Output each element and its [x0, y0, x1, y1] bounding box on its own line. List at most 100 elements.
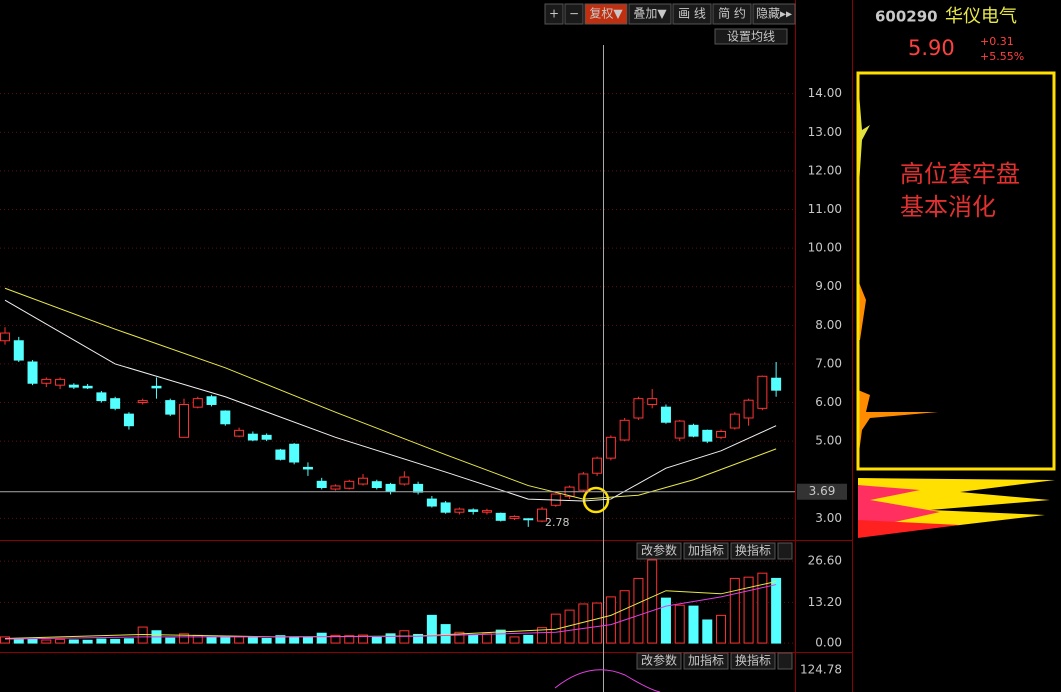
panel-button[interactable] — [730, 542, 776, 560]
candle-body — [316, 480, 327, 488]
toolbar-label[interactable]: − — [569, 7, 579, 21]
candle-body — [275, 449, 286, 460]
stock-code: 600290 — [875, 8, 938, 26]
low-label: 2.78 — [545, 516, 570, 529]
panel-button[interactable] — [683, 652, 729, 670]
ma-line — [4, 584, 777, 640]
panel-button[interactable] — [683, 542, 729, 560]
volume-bar — [82, 639, 93, 644]
volume-bar — [523, 634, 534, 644]
close-button[interactable] — [777, 542, 793, 560]
volume-bar — [179, 633, 190, 644]
volume-bar — [413, 633, 424, 644]
panel-button-label[interactable]: 加指标 — [688, 543, 724, 558]
volume-bar — [716, 614, 727, 644]
toolbar-label[interactable]: 复权▼ — [589, 7, 623, 21]
candle-body — [206, 396, 217, 405]
toolbar-button[interactable] — [544, 3, 564, 25]
volume-bar — [633, 577, 644, 644]
volume-bar — [330, 634, 341, 644]
candle-body — [261, 434, 272, 440]
candle-body — [523, 518, 534, 521]
candle-body — [619, 419, 630, 441]
ma-setting[interactable]: 设置均线 — [727, 30, 775, 44]
candle-body — [330, 485, 341, 490]
candle-body — [358, 477, 369, 485]
candle-body — [179, 403, 190, 438]
candle-body — [234, 429, 245, 437]
y-tick-label: 26.60 — [808, 554, 842, 568]
candle-body — [55, 378, 66, 386]
candle-body — [151, 385, 162, 389]
last-price-label: 3.69 — [809, 484, 836, 498]
candle-body — [371, 481, 382, 488]
candle-body — [509, 515, 520, 519]
volume-bar — [289, 636, 300, 644]
toolbar-button[interactable] — [584, 3, 628, 25]
ma-button[interactable] — [714, 28, 788, 45]
volume-bar — [440, 624, 451, 644]
toolbar-label[interactable]: + — [549, 7, 559, 21]
y-tick-label: 10.00 — [808, 241, 842, 255]
volume-bar — [358, 634, 369, 644]
candle-body — [41, 378, 52, 384]
candle-body — [481, 510, 492, 513]
volume-bar — [647, 559, 658, 644]
candle-body — [688, 424, 699, 437]
y-tick-label: 8.00 — [815, 318, 842, 332]
candle-body — [123, 413, 134, 427]
candle-body — [743, 399, 754, 419]
panel-button[interactable] — [636, 652, 682, 670]
volume-bar — [743, 576, 754, 644]
y-tick-label: 9.00 — [815, 279, 842, 293]
volume-bar — [688, 605, 699, 644]
volume-bar — [123, 638, 134, 644]
candle-body — [716, 430, 727, 438]
panel-button-label[interactable]: 换指标 — [735, 653, 771, 668]
toolbar-label[interactable]: 画 线 — [678, 7, 706, 21]
y-tick-label: 12.00 — [808, 163, 842, 177]
panel-button-label[interactable]: 改参数 — [641, 653, 677, 668]
volume-bar — [729, 577, 740, 644]
volume-bar — [137, 626, 148, 644]
toolbar-label[interactable]: 简 约 — [718, 6, 746, 21]
toolbar-button[interactable] — [712, 3, 752, 25]
stock-name: 华仪电气 — [945, 6, 1017, 27]
close-button[interactable] — [777, 652, 793, 670]
panel-button-label[interactable]: 改参数 — [641, 543, 677, 558]
toolbar-button[interactable] — [752, 3, 796, 25]
volume-bar — [261, 637, 272, 644]
panel-button[interactable] — [730, 652, 776, 670]
y-tick-label: 0.00 — [815, 636, 842, 650]
volume-bar — [537, 627, 548, 644]
toolbar-button[interactable] — [564, 3, 584, 25]
chip-distribution — [858, 80, 1055, 538]
candle-body — [13, 340, 24, 361]
volume-bar — [509, 636, 520, 644]
y-tick-label: 6.00 — [815, 395, 842, 409]
y-tick-label: 5.00 — [815, 434, 842, 448]
y-tick-label: 7.00 — [815, 356, 842, 370]
volume-bar — [0, 636, 10, 644]
volume-bar — [344, 635, 355, 644]
panel-button[interactable] — [636, 542, 682, 560]
candle-body — [454, 508, 465, 513]
volume-bar — [481, 633, 492, 644]
panel-button-label[interactable]: 加指标 — [688, 653, 724, 668]
panel-button-label[interactable]: 换指标 — [735, 543, 771, 558]
volume-bar — [68, 639, 79, 644]
candle-body — [757, 375, 768, 409]
toolbar-button[interactable] — [672, 3, 712, 25]
volume-bar — [234, 636, 245, 644]
toolbar-label[interactable]: 叠加▼ — [633, 7, 667, 21]
y-tick-label: 124.78 — [800, 663, 842, 677]
volume-bar — [55, 638, 66, 644]
candle-body — [771, 377, 782, 391]
toolbar-label[interactable]: 隐藏▸▸ — [756, 7, 792, 21]
y-tick-label: 13.20 — [808, 595, 842, 609]
toolbar-button[interactable] — [628, 3, 672, 25]
volume-bar — [371, 636, 382, 644]
candle-body — [385, 483, 396, 492]
volume-bar — [206, 636, 217, 644]
